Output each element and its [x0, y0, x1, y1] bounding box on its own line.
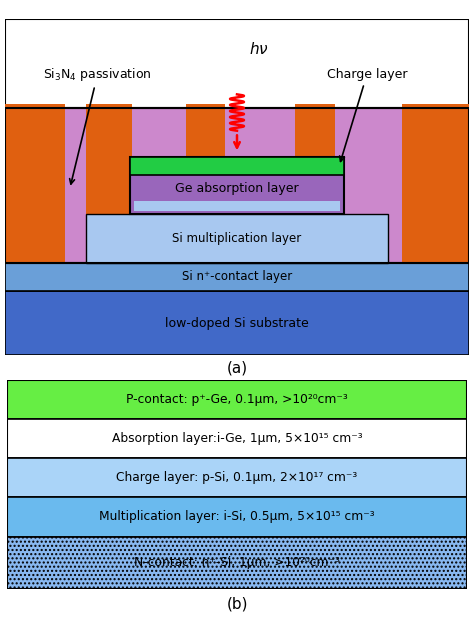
Bar: [7, 459, 467, 497]
Bar: [402, 108, 469, 263]
Bar: [7, 419, 467, 459]
Bar: [5, 291, 469, 355]
Bar: [86, 214, 388, 263]
Text: low-doped Si substrate: low-doped Si substrate: [165, 316, 309, 330]
Text: N-contact: n⁺-Si, 1μm, >10²⁰cm⁻³: N-contact: n⁺-Si, 1μm, >10²⁰cm⁻³: [134, 556, 340, 569]
Bar: [130, 156, 344, 175]
Bar: [186, 108, 226, 263]
Text: Multiplication layer: i-Si, 0.5μm, 5×10¹⁵ cm⁻³: Multiplication layer: i-Si, 0.5μm, 5×10¹…: [99, 510, 375, 523]
Text: Si$_3$N$_4$ passivation: Si$_3$N$_4$ passivation: [43, 65, 152, 184]
Bar: [295, 108, 335, 263]
Bar: [134, 201, 340, 211]
Bar: [5, 108, 469, 263]
Bar: [130, 156, 344, 214]
Bar: [86, 105, 132, 128]
Text: P-contact: p⁺-Ge, 0.1μm, >10²⁰cm⁻³: P-contact: p⁺-Ge, 0.1μm, >10²⁰cm⁻³: [126, 393, 348, 406]
Bar: [186, 105, 226, 128]
Text: Charge layer: p-Si, 0.1μm, 2×10¹⁷ cm⁻³: Charge layer: p-Si, 0.1μm, 2×10¹⁷ cm⁻³: [117, 472, 357, 484]
Bar: [5, 108, 469, 263]
Text: Ge absorption layer: Ge absorption layer: [175, 182, 299, 195]
Text: Charge layer: Charge layer: [327, 67, 407, 161]
Bar: [295, 105, 335, 128]
Text: (b): (b): [226, 597, 248, 612]
Bar: [7, 497, 467, 536]
Text: Si n⁺-contact layer: Si n⁺-contact layer: [182, 270, 292, 283]
Bar: [402, 105, 469, 128]
Bar: [7, 380, 467, 419]
Text: $h\nu$: $h\nu$: [248, 40, 268, 57]
Text: (a): (a): [227, 360, 247, 375]
Bar: [5, 263, 469, 291]
Text: Si multiplication layer: Si multiplication layer: [173, 232, 301, 245]
Bar: [5, 105, 65, 128]
Bar: [5, 108, 65, 263]
Bar: [86, 108, 132, 263]
Bar: [7, 536, 467, 589]
Text: Absorption layer:i-Ge, 1μm, 5×10¹⁵ cm⁻³: Absorption layer:i-Ge, 1μm, 5×10¹⁵ cm⁻³: [112, 432, 362, 445]
